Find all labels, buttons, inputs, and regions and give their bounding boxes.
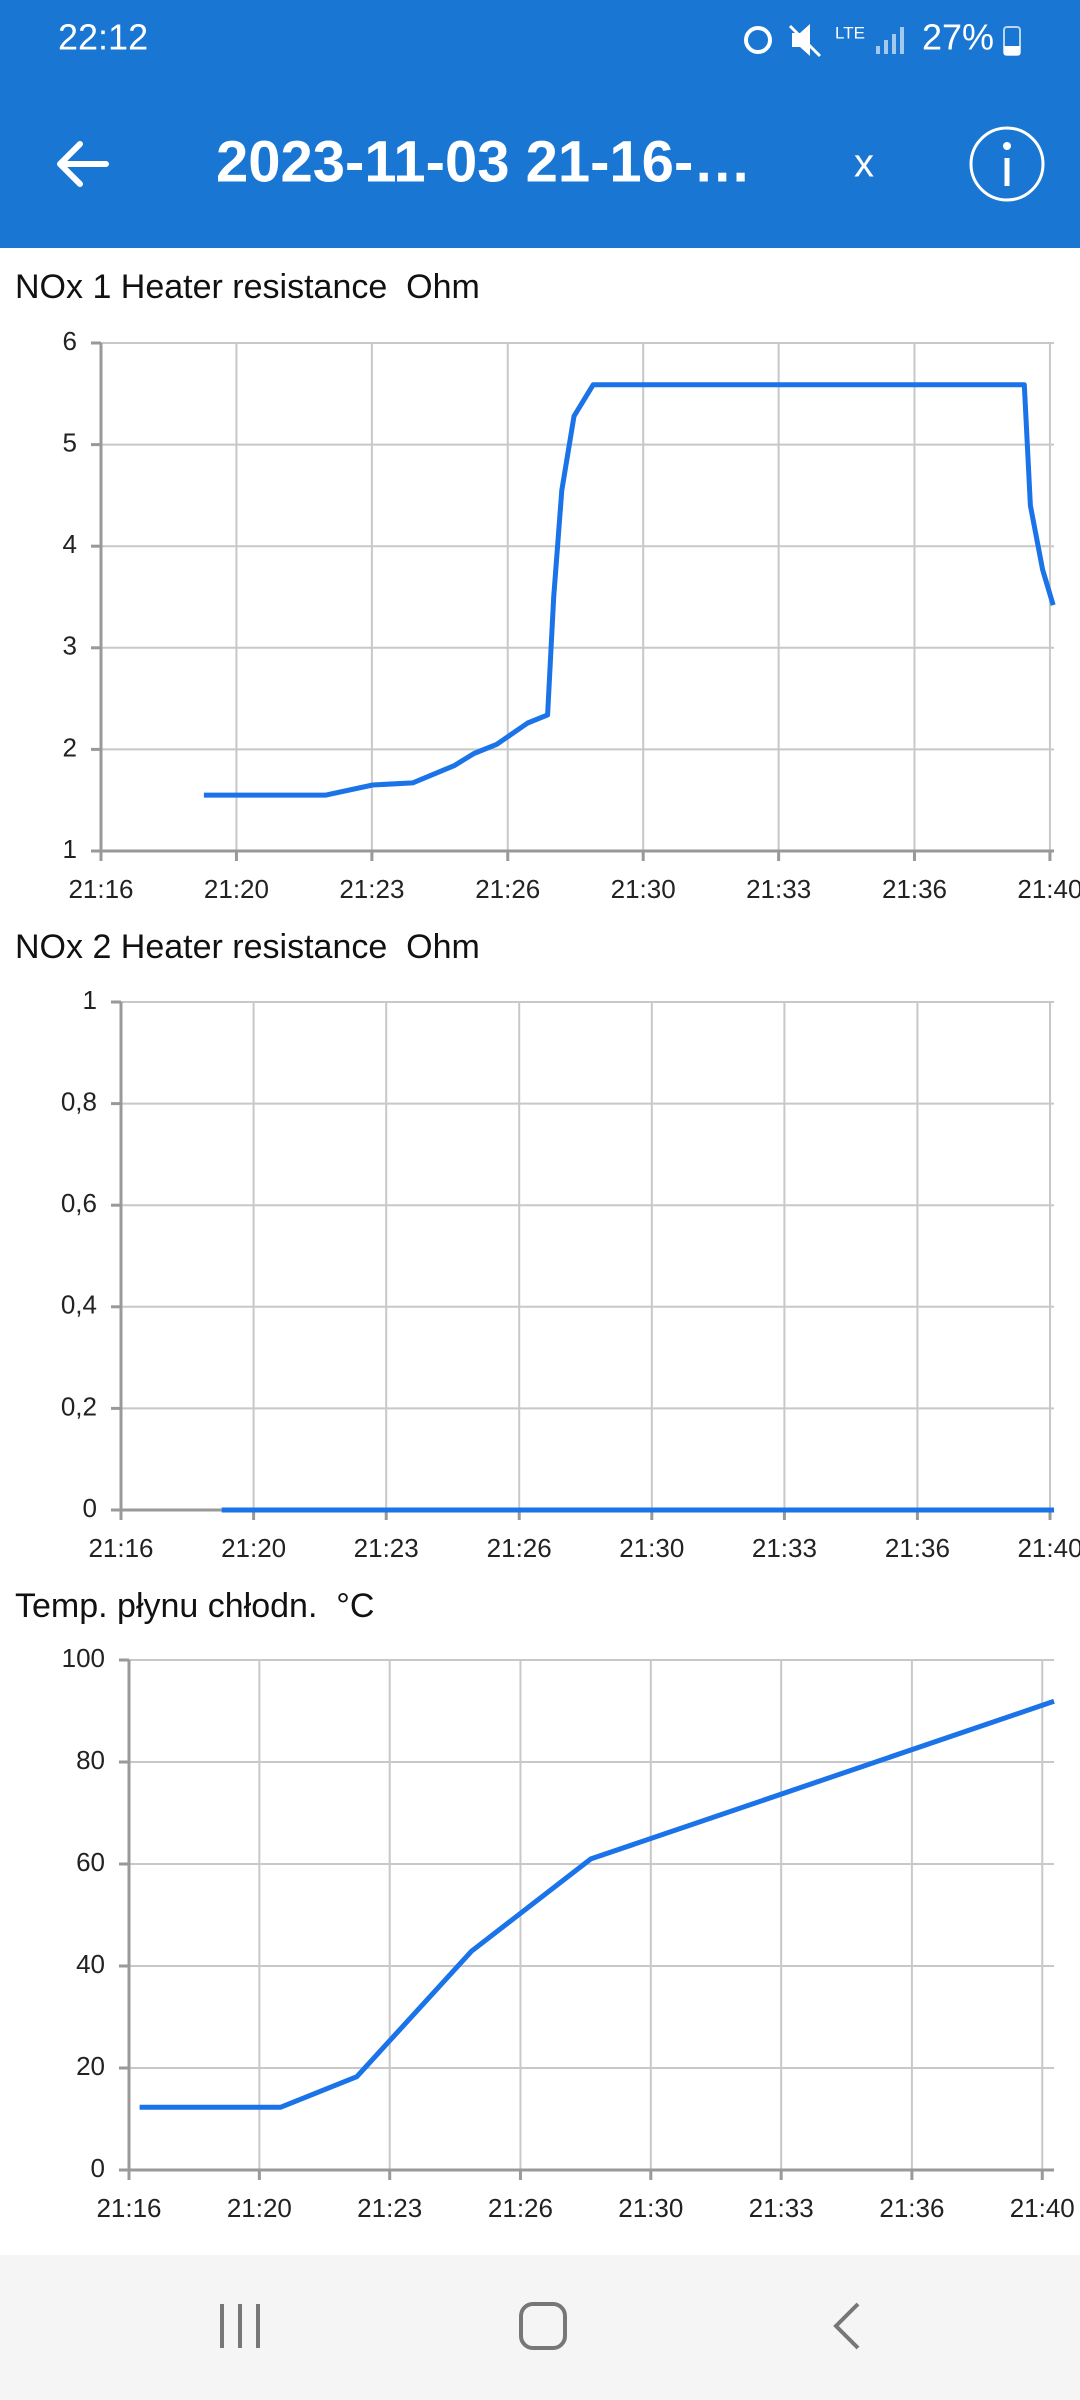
x-tick-label: 21:23 — [357, 2193, 422, 2223]
page-title: 2023-11-03 21-16-… — [216, 129, 751, 194]
x-tick-label: 21:16 — [96, 2193, 161, 2223]
y-tick-label: 0,2 — [61, 1391, 97, 1421]
y-tick-label: 1 — [83, 985, 97, 1015]
info-button[interactable] — [969, 126, 1045, 202]
x-tick-label: 21:16 — [88, 1533, 153, 1563]
x-tick-label: 21:26 — [487, 1533, 552, 1563]
x-tick-label: 21:40 — [1017, 874, 1080, 904]
x-tick-label: 21:36 — [879, 2193, 944, 2223]
x-tick-label: 21:26 — [488, 2193, 553, 2223]
x-tick-label: 21:36 — [885, 1533, 950, 1563]
mute-icon — [792, 24, 810, 56]
y-tick-label: 2 — [63, 732, 77, 762]
back-nav-button[interactable] — [833, 2302, 860, 2350]
back-button[interactable] — [57, 141, 109, 187]
network-type: LTE — [835, 23, 865, 42]
nav-bar — [0, 2255, 1080, 2400]
x-tick-label: 21:30 — [611, 874, 676, 904]
x-tick-label: 21:40 — [1010, 2193, 1075, 2223]
y-tick-label: 0 — [83, 1493, 97, 1523]
back-arrow[interactable] — [57, 141, 109, 187]
x-tick-label: 21:33 — [746, 874, 811, 904]
y-tick-label: 0 — [91, 2153, 105, 2183]
chart-title: Temp. płynu chłodn. °C — [15, 1587, 374, 1625]
y-tick-label: 1 — [63, 834, 77, 864]
alarm-icon — [744, 26, 772, 54]
x-tick-label: 21:33 — [749, 2193, 814, 2223]
y-tick-label: 3 — [63, 631, 77, 661]
chart-title: NOx 2 Heater resistance Ohm — [15, 928, 480, 966]
y-tick-label: 6 — [63, 326, 77, 356]
y-tick-label: 20 — [76, 2051, 105, 2081]
x-tick-label: 21:23 — [339, 874, 404, 904]
y-tick-label: 40 — [76, 1949, 105, 1979]
signal-bar — [876, 46, 880, 54]
battery-level: 27% — [922, 17, 994, 58]
x-tick-label: 21:30 — [619, 1533, 684, 1563]
x-tick-label: 21:20 — [204, 874, 269, 904]
y-tick-label: 0,8 — [61, 1086, 97, 1116]
battery-fill — [1004, 46, 1020, 55]
y-tick-label: 0,4 — [61, 1290, 97, 1320]
charts: NOx 1 Heater resistance Ohm 1 2 3 4 5 6 21:16 21… — [15, 268, 1080, 2223]
info-dot[interactable] — [1003, 142, 1011, 150]
x-tick-label: 21:30 — [618, 2193, 683, 2223]
x-tick-label: 21:40 — [1017, 1533, 1080, 1563]
y-tick-label: 60 — [76, 1847, 105, 1877]
recents-button[interactable] — [220, 2304, 260, 2348]
clock: 22:12 — [58, 17, 148, 58]
app-header-bg — [0, 0, 1080, 248]
y-tick-label: 4 — [63, 529, 77, 559]
info-circle[interactable] — [969, 126, 1045, 202]
x-tick-label: 21:20 — [227, 2193, 292, 2223]
y-tick-label: 0,6 — [61, 1188, 97, 1218]
y-tick-label: 100 — [62, 1643, 105, 1673]
signal-bar — [884, 40, 888, 54]
chart-title: NOx 1 Heater resistance Ohm — [15, 268, 480, 306]
signal-bar — [900, 27, 904, 54]
x-tick-label: 21:36 — [882, 874, 947, 904]
x-tick-label: 21:16 — [68, 874, 133, 904]
status-icons: LTE 27% — [744, 17, 1021, 58]
x-tick-label: 21:26 — [475, 874, 540, 904]
data-line — [139, 1698, 1055, 2110]
x-tick-label: 21:33 — [752, 1533, 817, 1563]
signal-bar — [892, 34, 896, 54]
data-line — [203, 382, 1056, 798]
home-button[interactable] — [519, 2302, 567, 2350]
mute-slash — [788, 24, 822, 58]
x-tick-label: 21:20 — [221, 1533, 286, 1563]
y-tick-label: 5 — [63, 427, 77, 457]
x-tick-label: 21:23 — [354, 1533, 419, 1563]
y-tick-label: 80 — [76, 1745, 105, 1775]
close-button[interactable]: x — [854, 142, 874, 186]
